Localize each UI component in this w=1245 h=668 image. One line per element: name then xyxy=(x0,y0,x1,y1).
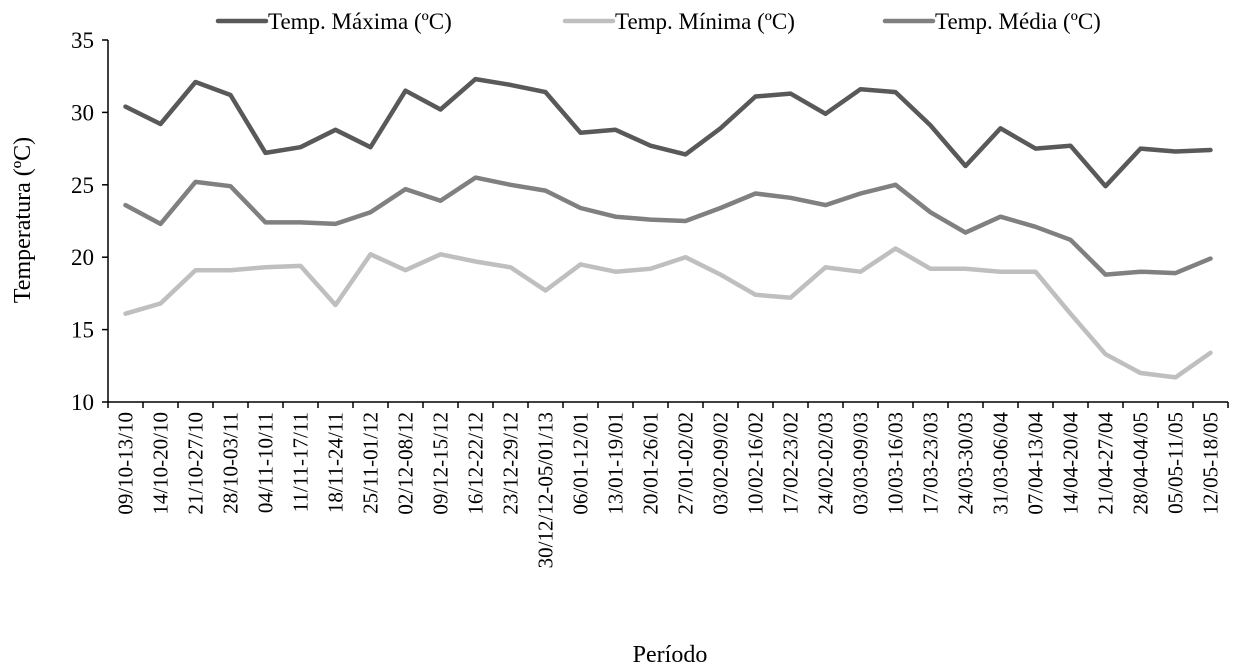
y-axis: 10 15 20 25 30 35 xyxy=(71,28,109,415)
y-tick-label: 35 xyxy=(71,28,94,53)
x-tick-label: 10/02-16/02 xyxy=(744,412,768,515)
legend: Temp. Máxima (ºC) Temp. Mínima (ºC) Temp. … xyxy=(215,9,1101,34)
x-tick-label: 14/10-20/10 xyxy=(149,412,173,515)
legend-label-1: Temp. Mínima (ºC) xyxy=(615,9,795,34)
x-tick-label: 25/11-01/12 xyxy=(359,412,383,514)
x-tick-label: 24/02-02/03 xyxy=(814,412,838,515)
x-tick-label: 21/04-27/04 xyxy=(1094,412,1118,515)
x-tick-label: 03/03-09/03 xyxy=(849,412,873,515)
legend-label-0: Temp. Máxima (ºC) xyxy=(268,9,452,34)
x-tick-label: 06/01-12/01 xyxy=(569,412,593,515)
x-tick-label: 09/12-15/12 xyxy=(429,412,453,515)
x-tick-label: 17/03-23/03 xyxy=(919,412,943,515)
x-tick-label: 30/12/12-05/01/13 xyxy=(534,412,558,568)
x-tick-label: 09/10-13/10 xyxy=(114,412,138,515)
x-tick-label: 02/12-08/12 xyxy=(394,412,418,515)
x-tick-label: 07/04-13/04 xyxy=(1024,412,1048,515)
x-tick-label: 27/01-02/02 xyxy=(674,412,698,515)
x-tick-label: 14/04-20/04 xyxy=(1059,412,1083,515)
legend-label-2: Temp. Média (ºC) xyxy=(935,9,1101,34)
x-tick-label: 17/02-23/02 xyxy=(779,412,803,515)
x-tick-label: 23/12-29/12 xyxy=(499,412,523,515)
series-line-1 xyxy=(123,246,1213,380)
x-tick-label: 10/03-16/03 xyxy=(884,412,908,515)
series-layer xyxy=(123,76,1213,380)
x-tick-label: 24/03-30/03 xyxy=(954,412,978,515)
x-tick-label: 21/10-27/10 xyxy=(184,412,208,515)
y-tick-label: 10 xyxy=(71,390,94,415)
y-axis-title: Temperatura (ºC) xyxy=(10,137,36,303)
x-tick-label: 28/04-04/05 xyxy=(1129,412,1153,515)
x-tick-label: 03/02-09/02 xyxy=(709,412,733,515)
x-tick-label: 16/12-22/12 xyxy=(464,412,488,515)
x-tick-label: 31/03-06/04 xyxy=(989,412,1013,515)
x-axis: 09/10-13/10 14/10-20/10 21/10-27/10 28/10-0… xyxy=(107,401,1229,568)
y-tick-label: 25 xyxy=(71,173,94,198)
x-tick-label: 11/11-17/11 xyxy=(289,412,313,512)
x-tick-label: 28/10-03/11 xyxy=(219,412,243,514)
x-tick-label: 18/11-24/11 xyxy=(324,412,348,513)
series-line-0 xyxy=(123,76,1213,189)
y-tick-label: 30 xyxy=(71,100,94,125)
x-tick-label: 12/05-18/05 xyxy=(1199,412,1223,515)
x-tick-label: 13/01-19/01 xyxy=(604,412,628,515)
y-tick-label: 15 xyxy=(71,318,94,343)
x-tick-label: 04/11-10/11 xyxy=(254,412,278,513)
x-tick-label: 05/05-11/05 xyxy=(1164,412,1188,514)
series-line-2 xyxy=(123,175,1213,277)
x-axis-title: Período xyxy=(633,642,708,668)
x-tick-label: 20/01-26/01 xyxy=(639,412,663,515)
y-tick-label: 20 xyxy=(71,245,94,270)
